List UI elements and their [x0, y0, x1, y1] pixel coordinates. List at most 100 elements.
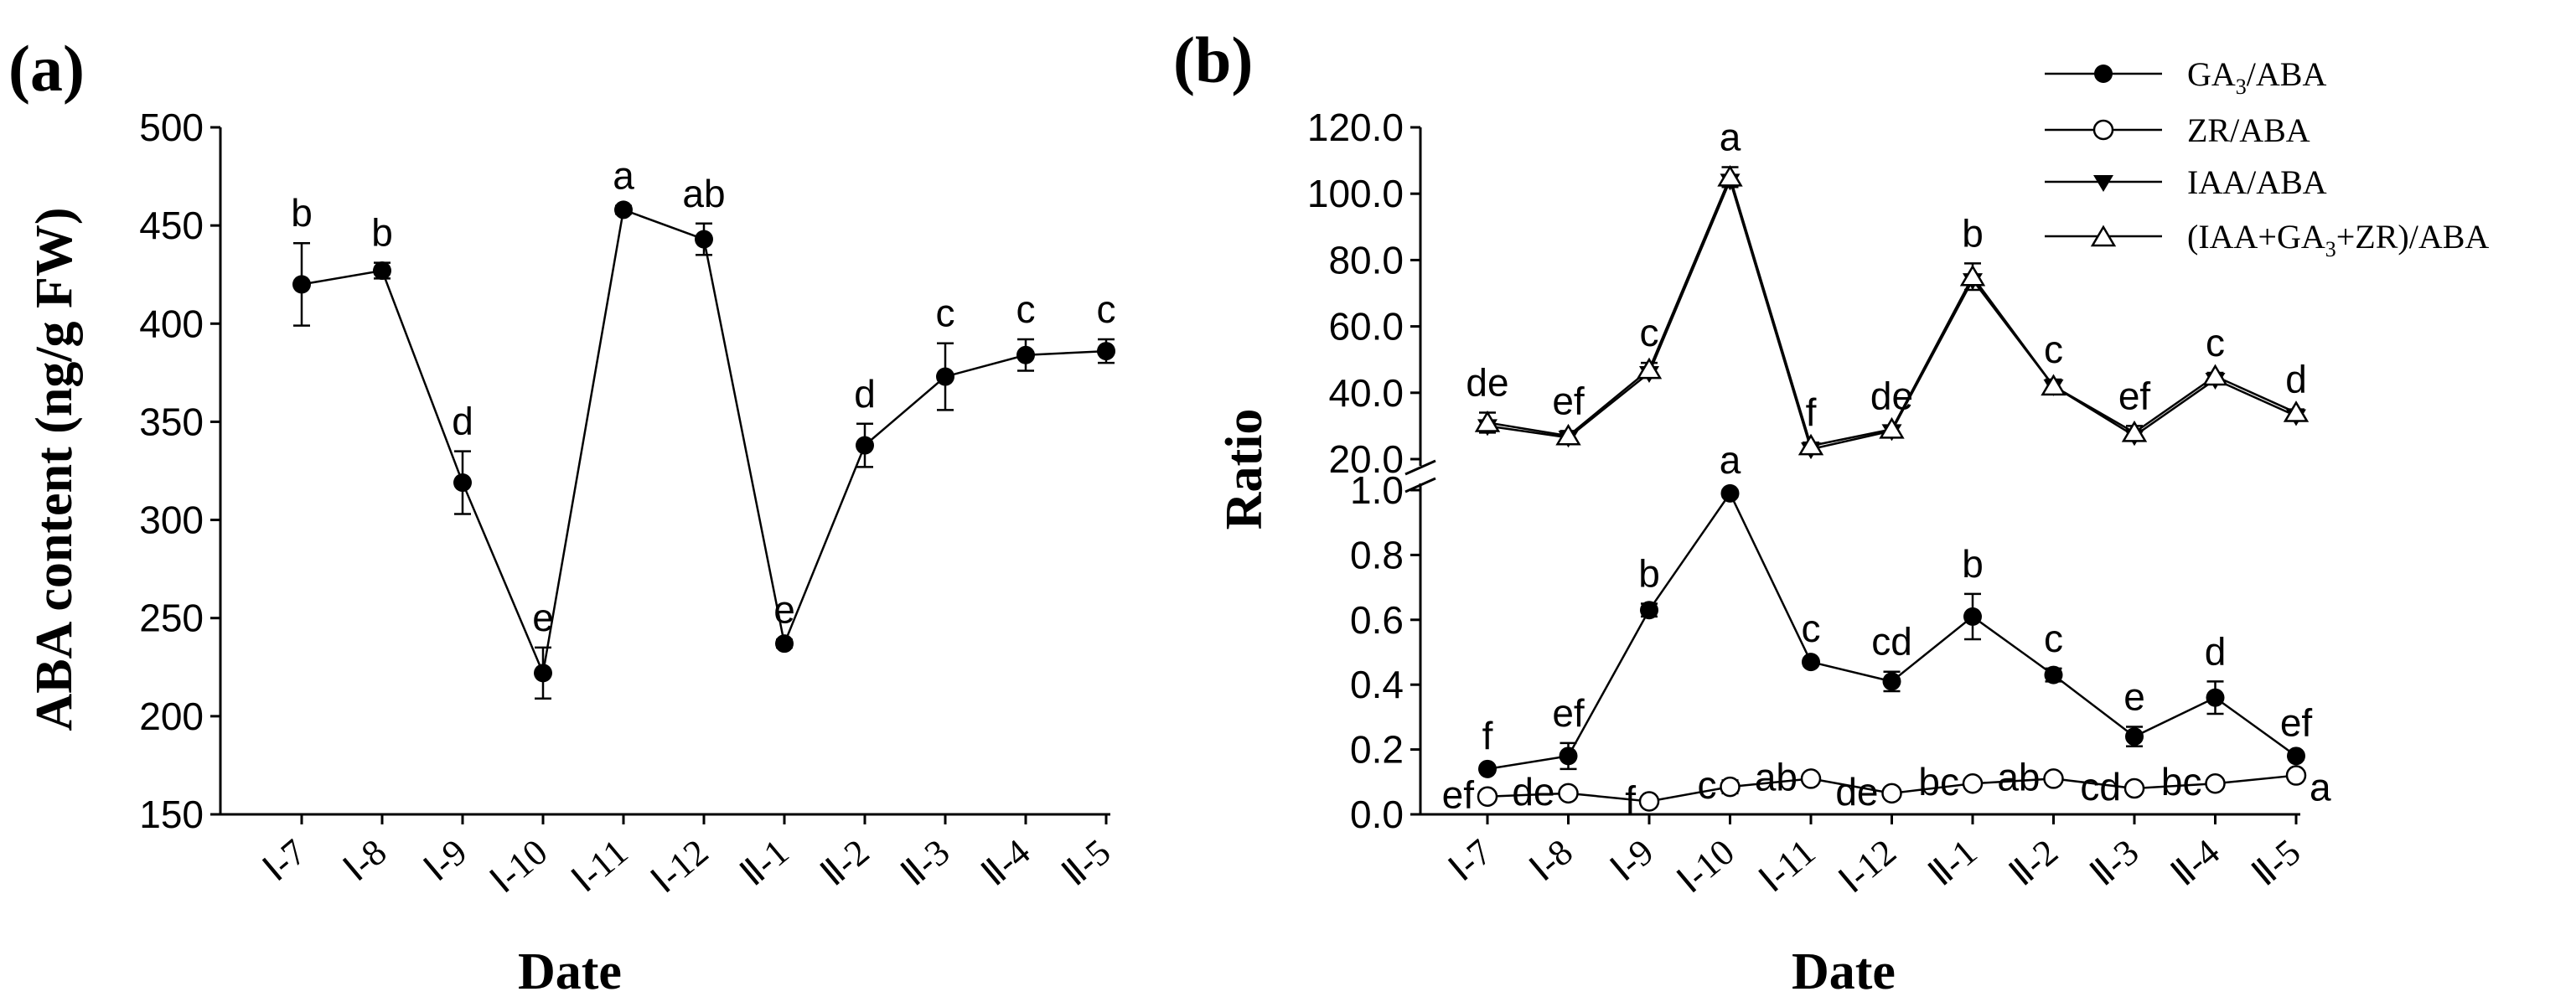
y-tick-label: 350: [139, 400, 204, 443]
panel-b-ylabel: Ratio: [1216, 409, 1273, 530]
data-point-zr: [2123, 777, 2145, 799]
x-tick-label: Ⅰ-7: [1441, 831, 1500, 889]
significance-letter-ga3: b: [1962, 542, 1984, 586]
significance-letter-ga3: f: [1482, 714, 1493, 757]
x-tick-label: Ⅰ-9: [1603, 831, 1662, 889]
data-point: [775, 634, 794, 653]
significance-letter-zr: bc: [2161, 760, 2202, 803]
y-tick-label-upper: 120.0: [1307, 106, 1404, 149]
data-point-ga3: [2287, 746, 2305, 766]
y-tick-label-lower: 0.0: [1350, 793, 1404, 836]
y-tick-label-upper: 80.0: [1328, 238, 1404, 282]
panel-a-ylabel: ABA content (ng/g FW): [26, 207, 83, 731]
legend-marker-total: [2090, 225, 2117, 247]
x-tick-label: Ⅱ-5: [1054, 831, 1118, 894]
y-tick-label: 300: [139, 498, 204, 542]
panel-b-chart: 20.0 40.0 60.0 80.0 100.0 120.0 0.0 0.2 0.4 0.6 0.…: [1307, 106, 2331, 901]
data-point-total: [1879, 416, 1905, 439]
data-point-ga3: [1963, 607, 1982, 626]
data-point-ga3: [1478, 759, 1497, 778]
significance-letter-zr: de: [1835, 770, 1878, 814]
data-point-ga3: [2044, 665, 2063, 684]
significance-letter-ga3: d: [2205, 629, 2227, 673]
significance-letter-total: de: [1466, 361, 1508, 405]
y-tick-label-upper: 60.0: [1328, 305, 1404, 349]
significance-letter-zr: f: [1625, 778, 1636, 822]
data-point: [292, 275, 311, 294]
legend-label-iaa: IAA/ABA: [2187, 163, 2327, 201]
significance-letter: d: [854, 372, 876, 416]
y-tick-label-lower: 0.6: [1350, 598, 1404, 642]
significance-letter-total: de: [1870, 374, 1913, 417]
significance-letter: a: [613, 154, 634, 198]
data-point-zr: [2285, 765, 2307, 786]
significance-letter-total: d: [2285, 358, 2307, 401]
data-point: [614, 200, 633, 220]
significance-letter: d: [452, 400, 473, 443]
significance-letter-zr: ab: [1997, 755, 2040, 798]
panel-a-label: (a): [8, 32, 85, 105]
significance-letter: b: [371, 211, 393, 255]
axis-break-mark: [1404, 459, 1436, 476]
significance-letter-ga3: b: [1638, 551, 1660, 595]
significance-letter-zr: bc: [1918, 760, 1959, 803]
data-point-total: [1959, 264, 1986, 287]
legend-marker-iaa: [2093, 175, 2113, 192]
significance-letter-zr: ef: [1442, 773, 1475, 817]
significance-letter-zr: c: [1698, 763, 1717, 807]
y-tick-label-lower: 0.4: [1350, 663, 1404, 706]
x-tick-label: Ⅰ-8: [1522, 831, 1580, 889]
legend-marker-zr: [2092, 119, 2114, 141]
significance-letter-total: c: [2044, 328, 2063, 371]
data-point: [1097, 342, 1115, 361]
panel-b-label: (b): [1173, 23, 1253, 96]
data-point-ga3: [1802, 653, 1820, 672]
x-tick-label: Ⅰ-10: [483, 831, 555, 901]
x-tick-label: Ⅱ-4: [2164, 831, 2227, 894]
significance-letter-ga3: cd: [1871, 620, 1912, 664]
y-tick-label-lower: 1.0: [1350, 468, 1404, 512]
y-tick-label: 400: [139, 302, 204, 345]
data-point: [373, 261, 391, 281]
significance-letter-total: c: [2206, 321, 2225, 364]
data-point-zr: [2043, 768, 2064, 789]
panel-a-xlabel: Date: [518, 943, 622, 997]
y-tick-label: 450: [139, 204, 204, 247]
x-tick-label: Ⅱ-2: [2002, 831, 2066, 894]
y-tick-label: 500: [139, 106, 204, 149]
data-point-zr: [1720, 776, 1741, 798]
y-tick-label: 250: [139, 597, 204, 640]
x-tick-label: Ⅰ-12: [644, 831, 716, 901]
data-point: [695, 230, 713, 249]
significance-letter-ga3: c: [2044, 617, 2063, 660]
y-tick-label-lower: 0.2: [1350, 728, 1404, 772]
data-point: [1016, 345, 1035, 364]
data-point-ga3: [1640, 601, 1658, 620]
data-point-zr: [1962, 772, 1984, 794]
data-point-total: [1555, 423, 1581, 446]
significance-letter-zr: a: [2310, 766, 2331, 809]
x-tick-label: Ⅱ-2: [813, 831, 877, 894]
x-tick-label: Ⅱ-4: [974, 831, 1037, 894]
data-point-ga3: [2125, 727, 2144, 746]
x-tick-label: Ⅱ-1: [732, 831, 796, 894]
y-tick-label-lower: 0.8: [1350, 533, 1404, 576]
significance-letter-total: a: [1720, 116, 1741, 159]
significance-letter-ga3: ef: [1552, 691, 1585, 735]
data-point-total: [1636, 357, 1663, 380]
significance-letter-zr: ab: [1755, 755, 1798, 798]
data-point: [936, 367, 954, 386]
significance-letter: b: [291, 191, 313, 235]
data-point-ga3: [2206, 688, 2225, 707]
data-point-total: [2283, 400, 2310, 422]
data-point-zr: [1638, 791, 1660, 812]
data-point: [856, 436, 874, 455]
x-tick-label: Ⅰ-12: [1832, 831, 1904, 901]
y-tick-label: 200: [139, 695, 204, 738]
x-tick-label: Ⅰ-7: [256, 831, 314, 889]
data-point-zr: [1881, 783, 1902, 804]
data-point-total: [1798, 433, 1824, 456]
series-line-aba: [301, 208, 1107, 677]
legend-label-zr: ZR/ABA: [2187, 111, 2310, 149]
